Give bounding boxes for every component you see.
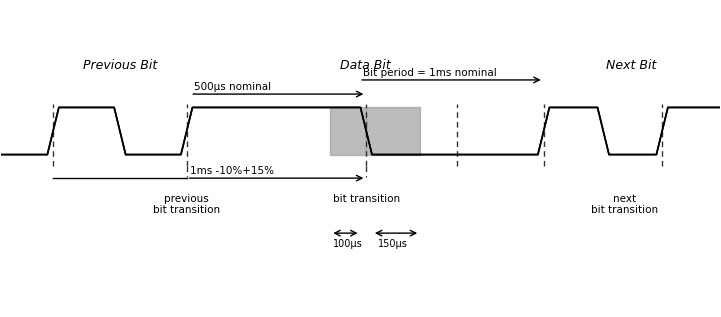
Text: Previous Bit: Previous Bit xyxy=(83,59,157,72)
Text: 1ms -10%+15%: 1ms -10%+15% xyxy=(190,166,274,176)
Text: Data Bit: Data Bit xyxy=(340,59,391,72)
Text: previous
bit transition: previous bit transition xyxy=(153,194,220,216)
Text: Bit period = 1ms nominal: Bit period = 1ms nominal xyxy=(363,68,496,78)
Text: 150μs: 150μs xyxy=(379,239,408,249)
Text: 100μs: 100μs xyxy=(333,239,363,249)
Text: Next Bit: Next Bit xyxy=(606,59,657,72)
Text: 500μs nominal: 500μs nominal xyxy=(194,82,271,92)
Text: next
bit transition: next bit transition xyxy=(591,194,658,216)
Text: bit transition: bit transition xyxy=(332,194,400,204)
